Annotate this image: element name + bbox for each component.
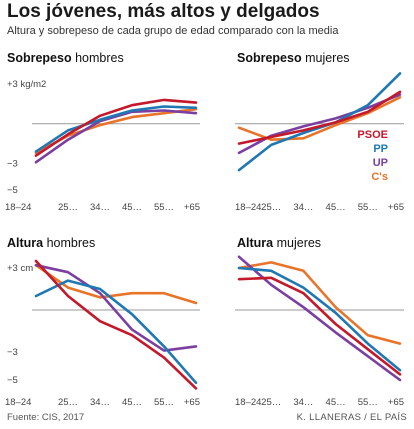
x-tick-label: 25…: [261, 202, 281, 213]
y-tick-label: +3 cm: [7, 263, 33, 274]
x-tick-label: +65: [184, 202, 200, 213]
series-line-psoe: [34, 259, 198, 390]
legend-item: PSOE: [357, 129, 388, 141]
x-tick-label: 25…: [58, 397, 78, 408]
x-tick-label: 18–24: [235, 397, 261, 408]
series-line-psoe: [237, 90, 402, 145]
panel-title-rest: mujeres: [273, 236, 321, 250]
x-tick-label: +65: [388, 397, 404, 408]
panel-title-bold: Sobrepeso: [7, 51, 72, 65]
series-line-up: [237, 255, 402, 382]
x-tick-label: +65: [184, 397, 200, 408]
x-tick-label: 34…: [90, 397, 110, 408]
x-tick-label: 18–24: [5, 202, 31, 213]
panel-title: Sobrepeso hombres: [7, 51, 124, 65]
x-tick-label: 25…: [261, 397, 281, 408]
legend-item: UP: [373, 157, 388, 169]
panel-title-rest: hombres: [43, 236, 95, 250]
panel-title-bold: Sobrepeso: [237, 51, 302, 65]
x-tick-label: 45…: [122, 397, 142, 408]
x-tick-label: +65: [388, 202, 404, 213]
x-tick-label: 55…: [154, 202, 174, 213]
panel-title-rest: hombres: [72, 51, 124, 65]
x-tick-label: 45…: [326, 202, 346, 213]
x-tick-label: 55…: [358, 397, 378, 408]
panel-title: Sobrepeso mujeres: [237, 51, 350, 65]
x-tick-label: 45…: [122, 202, 142, 213]
source-note: Fuente: CIS, 2017: [7, 412, 85, 423]
legend-item: C's: [371, 171, 388, 183]
panel-title-bold: Altura: [237, 236, 274, 250]
panel-title: Altura mujeres: [237, 236, 321, 250]
series-line-cs: [237, 261, 402, 345]
y-tick-label: −3: [7, 159, 18, 170]
y-tick-label: −5: [7, 375, 18, 386]
y-tick-label: +3 kg/m2: [7, 79, 46, 90]
series-line-psoe: [34, 98, 198, 157]
page-subtitle: Altura y sobrepeso de cada grupo de edad…: [7, 25, 339, 37]
series-line-pp: [237, 266, 402, 372]
series-line-pp: [34, 279, 198, 385]
x-tick-label: 25…: [58, 202, 78, 213]
x-tick-label: 34…: [90, 202, 110, 213]
x-tick-label: 45…: [326, 397, 346, 408]
panel-title-rest: mujeres: [302, 51, 350, 65]
series-line-pp: [34, 105, 198, 153]
x-tick-label: 55…: [358, 202, 378, 213]
panel-title: Altura hombres: [7, 236, 95, 250]
x-tick-label: 55…: [154, 397, 174, 408]
page-title: Los jóvenes, más altos y delgados: [7, 1, 320, 22]
panel-title-bold: Altura: [7, 236, 44, 250]
legend-item: PP: [373, 143, 388, 155]
series-line-psoe: [237, 276, 402, 376]
y-tick-label: −3: [7, 347, 18, 358]
series-line-up: [34, 263, 198, 352]
credit-note: K. LLANERAS / EL PAÍS: [296, 412, 407, 423]
x-tick-label: 18–24: [235, 202, 261, 213]
y-tick-label: −5: [7, 185, 18, 196]
x-tick-label: 34…: [293, 397, 313, 408]
x-tick-label: 18–24: [5, 397, 31, 408]
x-tick-label: 34…: [293, 202, 313, 213]
